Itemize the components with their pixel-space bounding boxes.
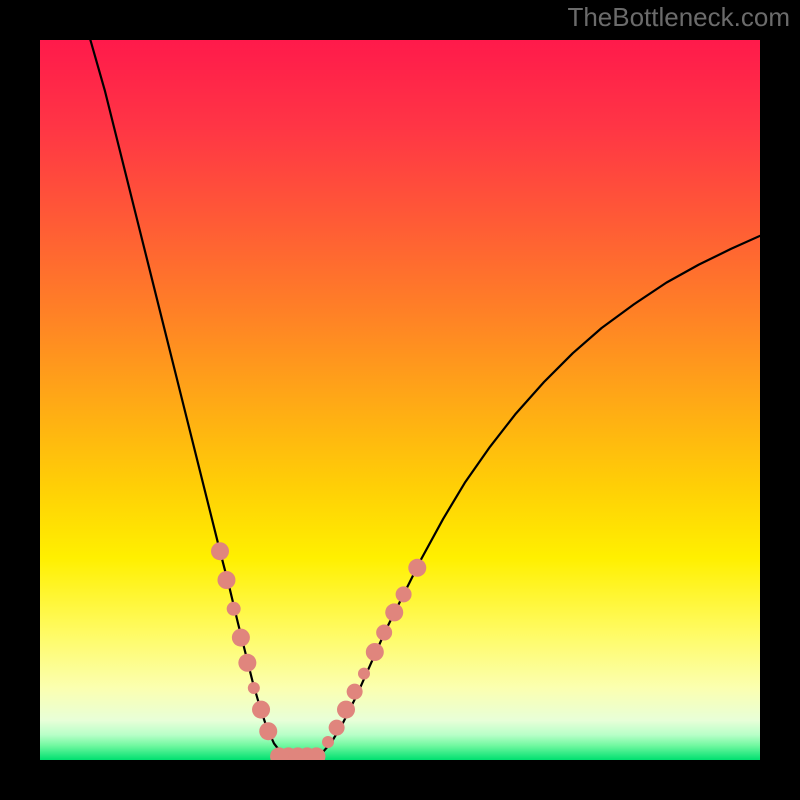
data-marker bbox=[232, 629, 250, 647]
chart-root: TheBottleneck.com bbox=[0, 0, 800, 800]
data-marker bbox=[322, 736, 334, 748]
plot-background bbox=[40, 40, 760, 760]
data-marker bbox=[385, 603, 403, 621]
data-marker bbox=[259, 722, 277, 740]
data-marker bbox=[227, 602, 241, 616]
data-marker bbox=[358, 668, 370, 680]
data-marker bbox=[376, 625, 392, 641]
data-marker bbox=[248, 682, 260, 694]
data-marker bbox=[329, 720, 345, 736]
bottleneck-chart: TheBottleneck.com bbox=[0, 0, 800, 800]
data-marker bbox=[408, 559, 426, 577]
watermark-text: TheBottleneck.com bbox=[567, 2, 790, 32]
data-marker bbox=[396, 586, 412, 602]
data-marker bbox=[337, 701, 355, 719]
data-marker bbox=[252, 701, 270, 719]
data-marker bbox=[211, 542, 229, 560]
data-marker bbox=[217, 571, 235, 589]
data-marker bbox=[347, 684, 363, 700]
data-marker bbox=[366, 643, 384, 661]
data-marker bbox=[238, 654, 256, 672]
